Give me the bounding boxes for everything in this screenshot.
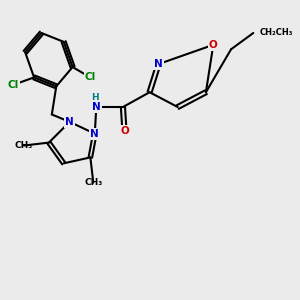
Text: H: H (91, 93, 99, 102)
Text: N: N (90, 129, 99, 139)
Text: O: O (209, 40, 218, 50)
Text: Cl: Cl (85, 72, 96, 82)
Text: N: N (92, 102, 101, 112)
Text: N: N (65, 117, 74, 127)
Text: CH₃: CH₃ (15, 141, 33, 150)
Text: O: O (120, 126, 129, 136)
Text: CH₃: CH₃ (84, 178, 102, 187)
Text: Cl: Cl (8, 80, 19, 90)
Text: N: N (154, 59, 163, 69)
Text: CH₂CH₃: CH₂CH₃ (259, 28, 292, 38)
